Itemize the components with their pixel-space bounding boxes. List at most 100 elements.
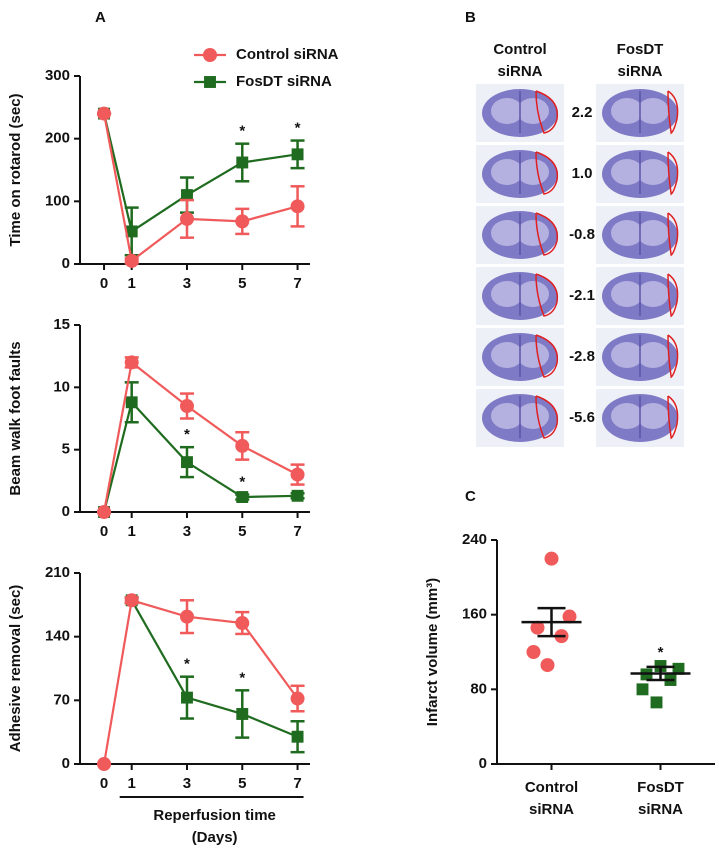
x-tick-label: 7 bbox=[293, 275, 301, 292]
brain-inner bbox=[637, 403, 669, 429]
x-tick-label: 3 bbox=[183, 775, 191, 792]
brain-section bbox=[476, 84, 564, 142]
column-header: Control bbox=[493, 41, 546, 58]
x-tick-label: FosDT bbox=[637, 779, 684, 796]
sem-bar bbox=[646, 665, 675, 682]
marker bbox=[291, 489, 304, 502]
column-header: FosDT bbox=[617, 41, 664, 58]
y-tick-label: 10 bbox=[53, 378, 70, 395]
brain-inner bbox=[491, 403, 523, 429]
x-tick-label: 0 bbox=[100, 775, 108, 792]
brain-inner bbox=[611, 403, 643, 429]
section-label: -2.8 bbox=[569, 348, 595, 365]
legend-label: Control siRNA bbox=[236, 46, 339, 63]
marker bbox=[236, 708, 249, 720]
marker bbox=[179, 609, 194, 624]
legend-marker bbox=[204, 76, 216, 88]
x-tick-label: 7 bbox=[293, 775, 301, 792]
brain-section bbox=[596, 267, 684, 325]
section-label: -0.8 bbox=[569, 226, 595, 243]
y-axis-label: Adhesive removal (sec) bbox=[7, 585, 24, 753]
y-tick-label: 240 bbox=[462, 531, 487, 548]
y-tick-label: 15 bbox=[53, 316, 70, 333]
marker bbox=[125, 225, 138, 238]
brain-inner bbox=[517, 220, 549, 246]
series-line bbox=[102, 598, 299, 765]
brain-inner bbox=[637, 159, 669, 185]
y-tick-label: 80 bbox=[470, 680, 487, 697]
marker bbox=[235, 214, 250, 229]
brain-inner bbox=[517, 159, 549, 185]
panel-label: C bbox=[465, 488, 476, 505]
x-tick-label: 0 bbox=[100, 275, 108, 292]
infarct-outline bbox=[667, 212, 679, 257]
y-tick-label: 0 bbox=[62, 503, 70, 520]
brain-inner bbox=[491, 159, 523, 185]
marker bbox=[540, 658, 555, 673]
section-label: -5.6 bbox=[569, 409, 595, 426]
infarct-outline bbox=[535, 273, 559, 317]
marker bbox=[181, 456, 193, 469]
series-line bbox=[102, 360, 299, 513]
y-tick-label: 140 bbox=[45, 628, 70, 645]
marker bbox=[291, 730, 304, 743]
brain-section bbox=[596, 145, 684, 203]
x-tick-label: 5 bbox=[238, 523, 246, 540]
series-line bbox=[130, 599, 298, 738]
marker bbox=[124, 253, 139, 268]
significance: * bbox=[239, 474, 245, 491]
y-tick-label: 0 bbox=[62, 755, 70, 772]
sem-bar bbox=[537, 606, 566, 638]
y-axis-label: Infarct volume (mm³) bbox=[424, 578, 441, 726]
legend-label: FosDT siRNA bbox=[236, 73, 332, 90]
brain-inner bbox=[517, 281, 549, 307]
marker bbox=[291, 148, 304, 161]
marker bbox=[236, 491, 249, 503]
marker bbox=[290, 199, 305, 214]
section-label: 2.2 bbox=[572, 104, 593, 121]
infarct-outline bbox=[667, 90, 679, 135]
y-tick-label: 0 bbox=[479, 755, 487, 772]
brain-section bbox=[596, 389, 684, 447]
section-label: 1.0 bbox=[572, 165, 593, 182]
column-header: siRNA bbox=[497, 63, 542, 80]
marker bbox=[562, 609, 577, 624]
brain-section bbox=[596, 84, 684, 142]
brain-inner bbox=[637, 98, 669, 124]
brain-section bbox=[596, 206, 684, 264]
brain-inner bbox=[517, 98, 549, 124]
brain-inner bbox=[517, 403, 549, 429]
marker bbox=[544, 551, 559, 566]
marker bbox=[124, 593, 139, 608]
infarct-outline bbox=[535, 395, 559, 439]
marker bbox=[181, 189, 193, 202]
brain-section bbox=[476, 206, 564, 264]
significance: * bbox=[658, 644, 664, 661]
infarct-outline bbox=[535, 151, 559, 195]
x-tick-label: 0 bbox=[100, 523, 108, 540]
column-header: siRNA bbox=[617, 63, 662, 80]
marker bbox=[672, 662, 685, 675]
brain-section bbox=[596, 328, 684, 386]
y-tick-label: 200 bbox=[45, 130, 70, 147]
infarct-outline bbox=[667, 395, 679, 440]
significance: * bbox=[184, 656, 190, 673]
brain-inner bbox=[491, 98, 523, 124]
marker bbox=[124, 355, 139, 370]
y-tick-label: 300 bbox=[45, 67, 70, 84]
y-tick-label: 70 bbox=[53, 691, 70, 708]
significance: * bbox=[239, 123, 245, 140]
x-tick-label: 7 bbox=[293, 523, 301, 540]
y-tick-label: 5 bbox=[62, 441, 70, 458]
brain-inner bbox=[491, 281, 523, 307]
marker bbox=[97, 106, 112, 121]
significance: * bbox=[295, 120, 301, 137]
marker bbox=[290, 691, 305, 706]
x-axis-label: Reperfusion time bbox=[153, 807, 276, 824]
marker bbox=[650, 696, 663, 709]
x-tick-label: 1 bbox=[128, 523, 136, 540]
x-tick-label: 5 bbox=[238, 275, 246, 292]
brain-inner bbox=[611, 281, 643, 307]
marker bbox=[636, 683, 649, 696]
marker bbox=[526, 645, 541, 659]
